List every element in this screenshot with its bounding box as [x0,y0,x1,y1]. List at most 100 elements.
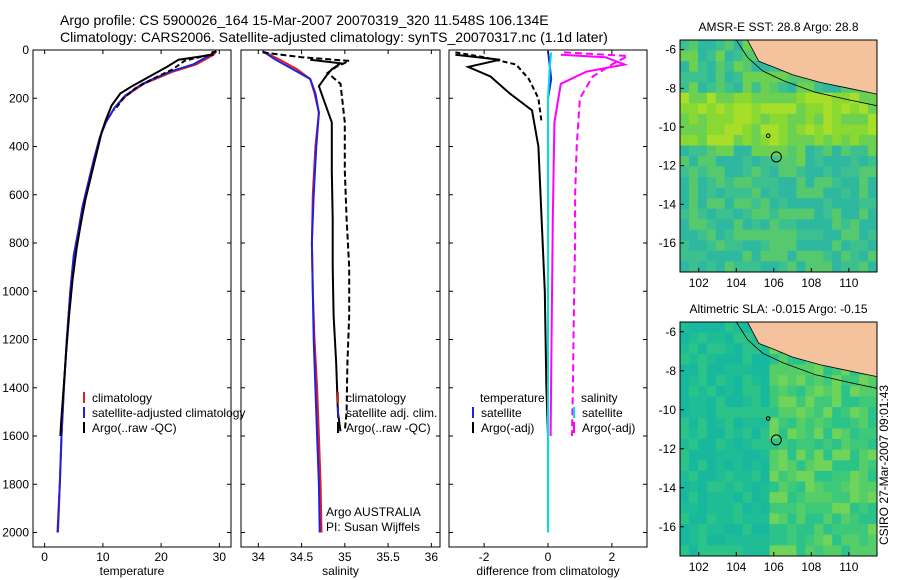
map-cell [814,177,824,189]
map-cell [814,187,824,199]
map-cell [841,396,851,408]
map-cell [832,113,842,125]
map-cell [689,428,699,440]
map-cell [832,240,842,252]
map-cell [706,332,717,344]
map-cell [868,492,877,504]
map-cell [832,82,842,94]
map-cell [769,545,780,556]
map-cell [751,343,762,355]
map-cell [778,375,789,387]
map-cell [724,492,735,504]
series-line [262,50,321,533]
map-cell [760,375,771,387]
map-cell [796,439,806,451]
map-cell [715,322,726,334]
map-cell [706,375,717,387]
map-cell [715,375,726,387]
map-cell [796,534,806,546]
map-cell [778,470,789,483]
map-cell [697,375,708,387]
map-cell [868,219,877,231]
map-cell [859,208,869,220]
map-cell [796,250,806,262]
x-tick-label: 36 [425,550,439,564]
map-cell [697,524,708,536]
map-cell [841,250,851,262]
map-cell [742,492,753,504]
map-cell [778,250,789,262]
map-cell [706,261,717,272]
map-cell [805,198,815,210]
map-cell [859,198,869,210]
map-cell [724,187,735,199]
map-cell [823,545,833,556]
map-cell [706,481,717,493]
map-cell [742,502,753,514]
map-cell [680,353,690,366]
map-cell [680,332,690,344]
map-cell [715,124,726,136]
map-cell [859,407,869,419]
map-cell [868,113,877,125]
map-cell [680,103,690,115]
map-cell [680,124,690,136]
map-cell [715,198,726,210]
map-cell [689,250,699,262]
series-line [455,53,549,437]
map-cell [724,156,735,168]
map-cell [796,166,806,178]
y-tick-label: 200 [9,91,29,105]
plot-frame [32,49,232,548]
map-cell [769,481,780,493]
map-cell [733,353,744,366]
map-cell [850,481,860,493]
map-cell [760,545,771,556]
map-cell [787,92,798,104]
map-cell [715,71,726,83]
map-cell [697,103,708,115]
map-cell [680,40,690,52]
map-cell [706,470,717,483]
map-cell [769,261,780,272]
map-cell [778,364,789,376]
land-mass [747,40,877,95]
map-cell [868,177,877,189]
map-cell [751,534,762,546]
map-cell [680,145,690,157]
map-cell [715,187,726,199]
legend-label: Argo(-adj) [582,421,635,435]
map-cell [706,396,717,408]
legend-label: satellite-adjusted climatology [92,406,245,420]
map-cell [814,208,824,220]
map-cell [733,513,744,525]
legend-label: satellite [481,406,522,420]
map-cell [868,481,877,493]
map-cell [689,103,699,115]
map-cell [715,343,726,355]
map-cell [814,156,824,168]
map-cell [733,240,744,252]
map-cell [868,428,877,440]
map-cell [733,417,744,429]
map-cell [859,166,869,178]
map-cell [814,524,824,536]
map-cell [697,187,708,199]
map-cell [805,534,815,546]
map-cell [742,198,753,210]
map-cell [850,145,860,157]
map-cell [850,417,860,429]
map-cell [680,113,690,125]
map-cell [733,502,744,514]
map-cell [706,82,717,94]
map-cell [814,417,824,429]
series-line [262,51,354,432]
map-cell [706,198,717,210]
map-cell [715,502,726,514]
map-cell [859,460,869,472]
map-cell [778,524,789,536]
map-cell [805,396,815,408]
map-cell [796,240,806,252]
map-cell [841,113,851,125]
